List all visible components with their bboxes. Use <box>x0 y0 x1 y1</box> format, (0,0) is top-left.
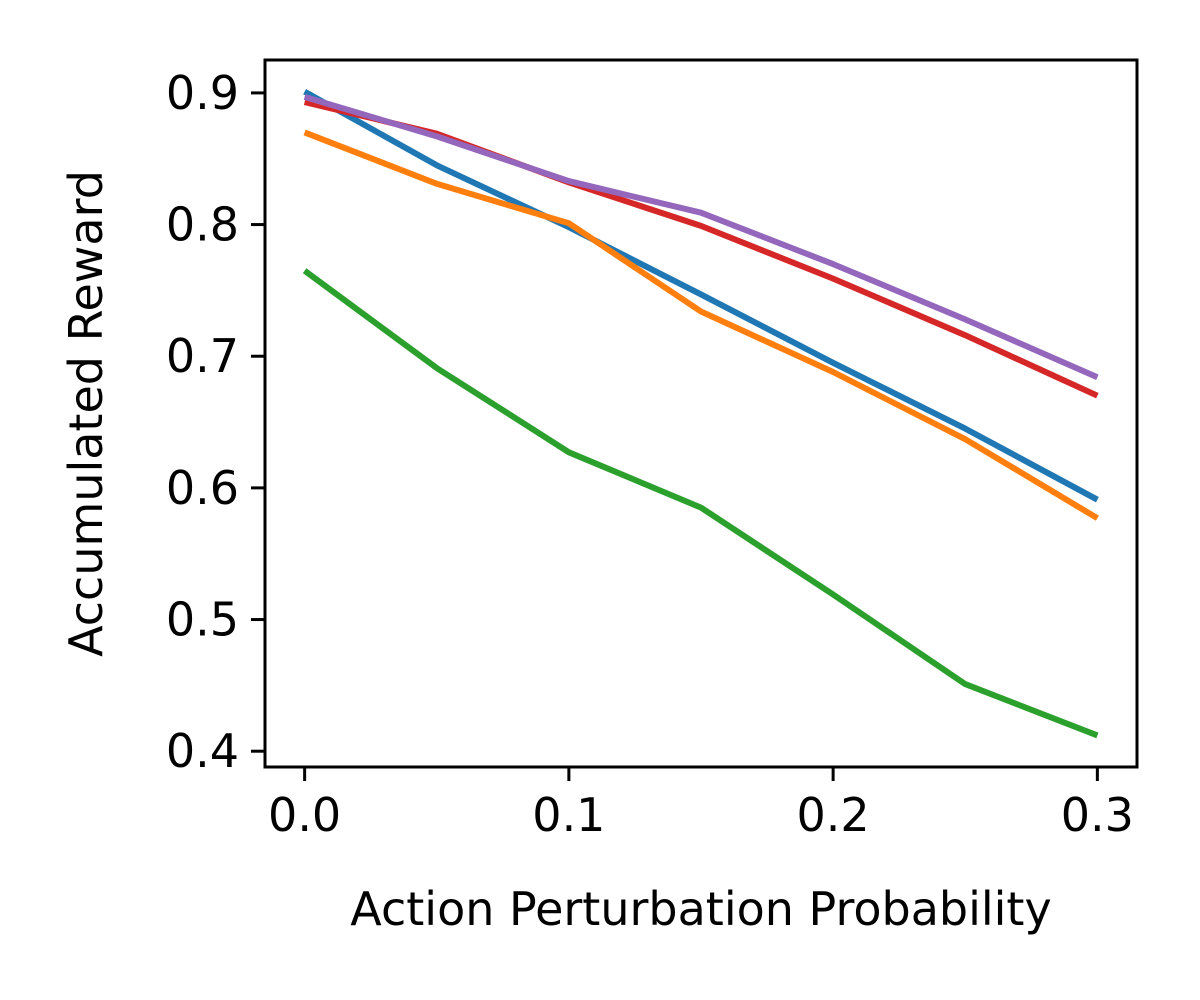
x-axis: 0.0 0.1 0.2 0.3 <box>268 767 1134 842</box>
x-tick-label: 0.0 <box>268 788 341 842</box>
y-tick-label: 0.8 <box>166 198 239 252</box>
series-layer <box>302 88 1099 739</box>
series-line-1 <box>303 88 1099 503</box>
plot-frame <box>263 58 1139 769</box>
y-tick-label: 0.5 <box>166 593 239 647</box>
x-tick-label: 0.3 <box>1061 788 1134 842</box>
y-axis: 0.4 0.5 0.6 0.7 0.8 0.9 <box>166 66 265 778</box>
series-line-5 <box>303 94 1099 381</box>
y-axis-label: Accumulated Reward <box>59 170 113 657</box>
x-axis-label: Action Perturbation Probability <box>350 882 1051 936</box>
y-tick-label: 0.6 <box>166 461 239 515</box>
y-tick-label: 0.9 <box>166 66 239 120</box>
y-tick-label: 0.4 <box>166 724 239 778</box>
series-line-2 <box>303 129 1099 521</box>
y-tick-label: 0.7 <box>166 329 239 383</box>
series-line-3 <box>302 268 1099 739</box>
series-line-4 <box>303 99 1099 399</box>
x-tick-label: 0.1 <box>532 788 605 842</box>
x-tick-label: 0.2 <box>797 788 870 842</box>
